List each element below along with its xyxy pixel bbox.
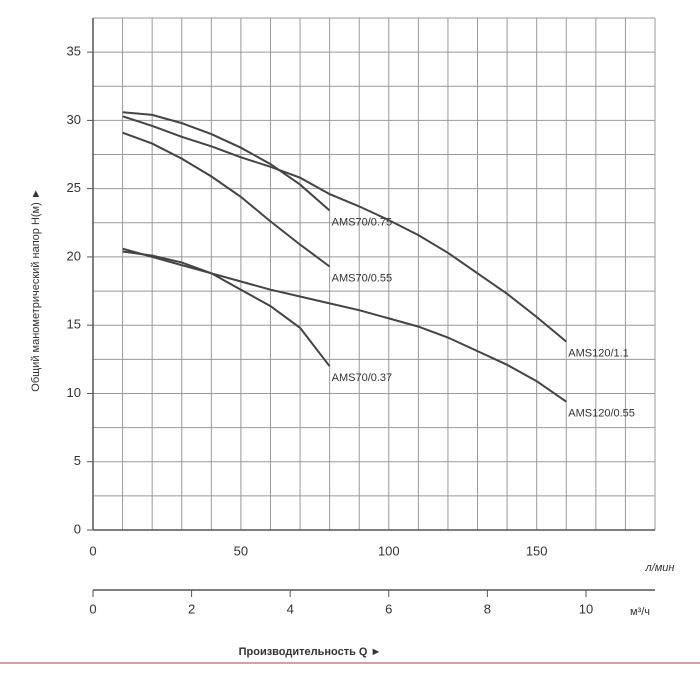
- y-tick-label: 30: [67, 112, 81, 127]
- y-tick-label: 25: [67, 180, 81, 195]
- x-unit: л/мин: [645, 562, 675, 574]
- x2-unit: м³/ч: [630, 606, 650, 618]
- curve: [122, 131, 331, 268]
- curve: [122, 247, 567, 403]
- y-tick-label: 10: [67, 385, 81, 400]
- series-label: AMS70/0.75: [332, 216, 393, 228]
- series-label: AMS120/1.1: [568, 347, 629, 359]
- x2-tick-label: 2: [188, 601, 195, 616]
- curve: [122, 250, 331, 367]
- series-label: AMS70/0.55: [332, 272, 393, 284]
- x-tick-label: 150: [526, 543, 548, 558]
- curve: [122, 111, 331, 212]
- x2-tick-label: 10: [579, 601, 593, 616]
- y-axis-label: Общий манометрический напор H(м) ►: [30, 188, 42, 391]
- y-tick-label: 15: [67, 317, 81, 332]
- x2-tick-label: 6: [385, 601, 392, 616]
- x-tick-label: 50: [234, 543, 248, 558]
- x2-tick-label: 8: [484, 601, 491, 616]
- x-axis-label: Производительность Q ►: [239, 646, 382, 658]
- series-label: AMS70/0.37: [332, 372, 393, 384]
- series-label: AMS120/0.55: [568, 408, 635, 420]
- x2-tick-label: 4: [287, 601, 294, 616]
- y-tick-label: 20: [67, 248, 81, 263]
- y-tick-label: 5: [74, 453, 81, 468]
- x2-tick-label: 0: [89, 601, 96, 616]
- x-tick-label: 100: [378, 543, 400, 558]
- curve: [122, 115, 567, 343]
- x-tick-label: 0: [89, 543, 96, 558]
- y-tick-label: 0: [74, 521, 81, 536]
- y-tick-label: 35: [67, 44, 81, 59]
